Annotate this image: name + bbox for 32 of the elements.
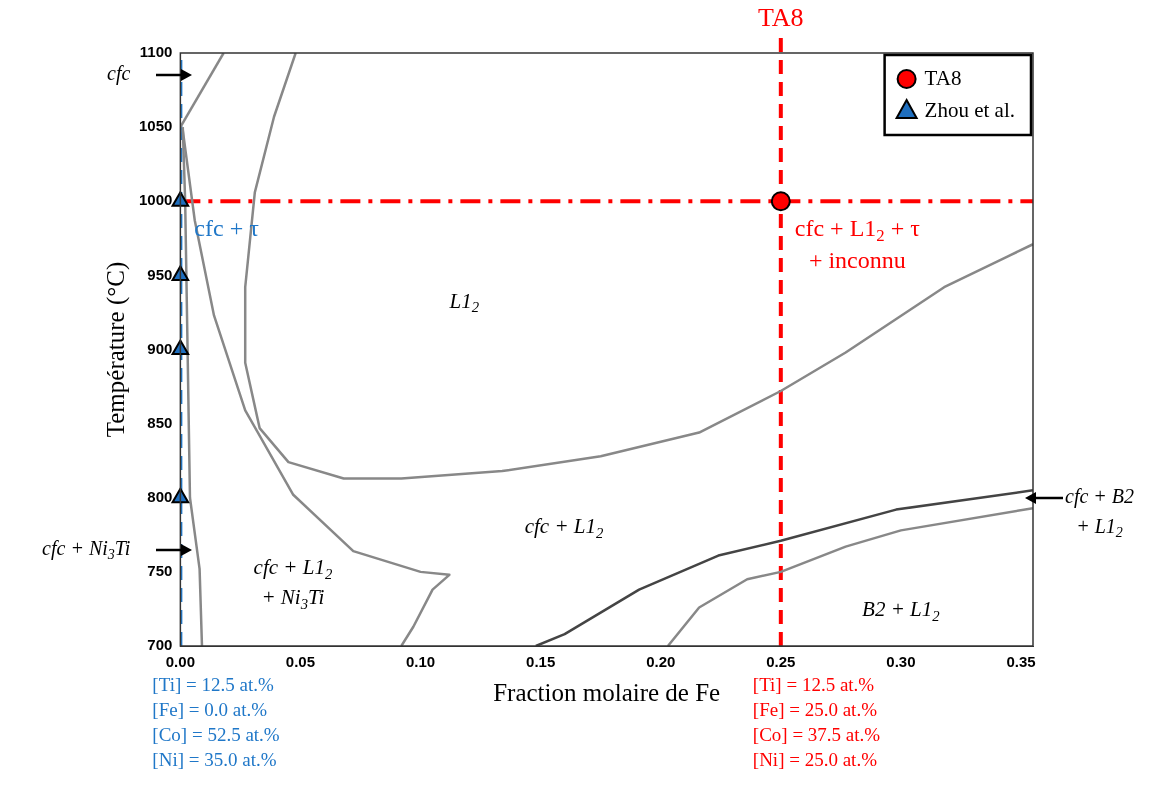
- x-tick-label: 0.00: [165, 653, 195, 671]
- x-tick-label: 0.30: [886, 653, 916, 671]
- text: cfc: [107, 62, 131, 86]
- text: [Ti] = 12.5 at.%: [752, 673, 875, 695]
- y-tick-label: 750: [147, 562, 173, 580]
- legend-label: Zhou et al.: [924, 97, 1015, 122]
- y-tick-label: 850: [147, 413, 173, 431]
- y-tick-label: 800: [147, 487, 173, 505]
- text: [Fe] = 0.0 at.%: [152, 698, 268, 720]
- y-tick-label: 1100: [139, 43, 173, 61]
- text: [Ti] = 12.5 at.%: [152, 673, 274, 695]
- text: [Fe] = 25.0 at.%: [752, 698, 878, 720]
- x-tick-label: 0.10: [405, 653, 436, 671]
- y-axis-title: Température (°C): [101, 261, 130, 438]
- x-tick-label: 0.20: [646, 653, 676, 671]
- annotation: cfc + τ: [194, 214, 260, 241]
- text: [Ni] = 35.0 at.%: [152, 748, 277, 770]
- x-tick-label: 0.35: [1006, 653, 1036, 671]
- x-tick-label: 0.05: [285, 653, 316, 671]
- text: [Ni] = 25.0 at.%: [752, 748, 878, 770]
- text: [Co] = 52.5 at.%: [152, 723, 280, 745]
- x-axis-title: Fraction molaire de Fe: [493, 678, 721, 706]
- y-tick-label: 1000: [138, 191, 173, 209]
- text: [Co] = 37.5 at.%: [752, 723, 881, 745]
- y-tick-label: 700: [147, 636, 173, 654]
- y-tick-label: 1050: [138, 117, 173, 135]
- ref-line-label: TA8: [758, 2, 804, 32]
- x-tick-label: 0.15: [526, 653, 556, 671]
- y-tick-label: 950: [147, 265, 173, 283]
- x-tick-label: 0.25: [766, 653, 796, 671]
- legend-label: TA8: [924, 65, 962, 90]
- y-tick-label: 900: [147, 339, 173, 357]
